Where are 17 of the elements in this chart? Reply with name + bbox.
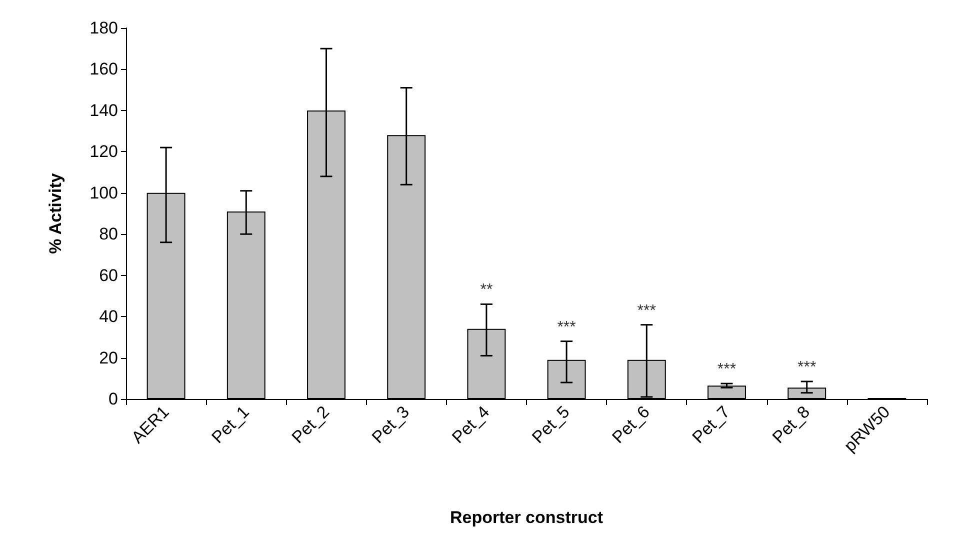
y-tick-label: 40 bbox=[99, 307, 118, 326]
annotation: *** bbox=[798, 358, 816, 376]
x-axis-title: Reporter construct bbox=[450, 508, 604, 527]
y-tick-label: 80 bbox=[99, 224, 118, 244]
annotation: ** bbox=[480, 282, 493, 299]
y-tick-label: 180 bbox=[90, 18, 118, 38]
y-tick-label: 0 bbox=[108, 390, 118, 408]
y-tick-label: 60 bbox=[99, 266, 118, 285]
y-tick-label: 160 bbox=[90, 60, 118, 79]
annotation: *** bbox=[637, 302, 656, 320]
annotation: *** bbox=[717, 361, 736, 378]
annotation: *** bbox=[557, 318, 576, 336]
y-tick-label: 20 bbox=[99, 348, 118, 368]
y-tick-label: 120 bbox=[90, 142, 118, 162]
y-axis-title: % Activity bbox=[46, 172, 65, 254]
y-tick-label: 100 bbox=[90, 183, 118, 202]
y-tick-label: 140 bbox=[90, 100, 118, 120]
